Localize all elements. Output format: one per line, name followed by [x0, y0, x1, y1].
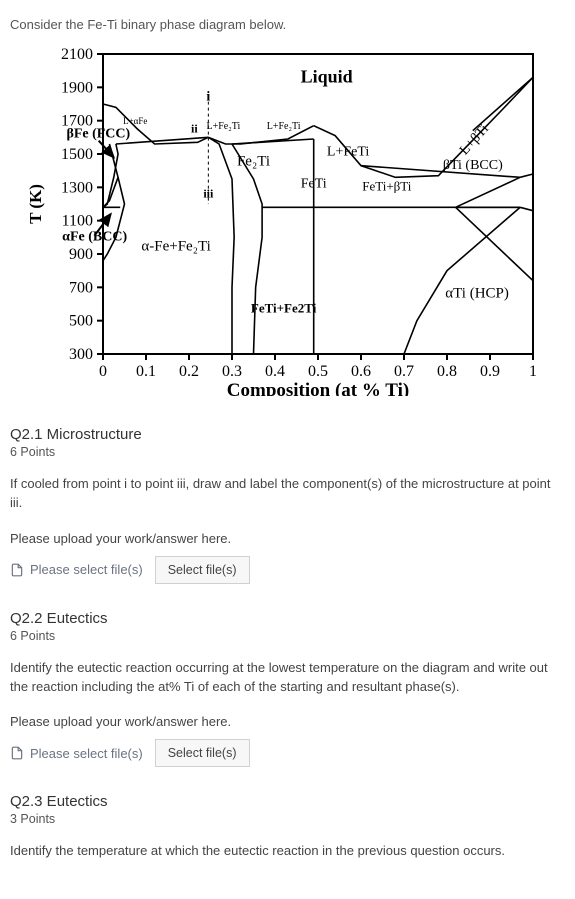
svg-text:1300: 1300	[61, 179, 93, 196]
page-container: Consider the Fe-Ti binary phase diagram …	[0, 0, 575, 899]
file-label: Please select file(s)	[10, 562, 143, 577]
question-body: Identify the eutectic reaction occurring…	[10, 659, 565, 697]
svg-text:iii: iii	[203, 186, 214, 200]
question-title: Q2.2 Eutectics	[10, 610, 565, 627]
svg-text:0.9: 0.9	[480, 363, 500, 380]
svg-text:1: 1	[529, 363, 537, 380]
svg-text:Liquid: Liquid	[300, 66, 352, 86]
svg-text:0.7: 0.7	[394, 363, 414, 380]
svg-text:α-Fe+Fe₂Ti: α-Fe+Fe₂Ti	[141, 239, 210, 255]
file-label-text: Please select file(s)	[30, 562, 143, 577]
svg-text:βFe (FCC): βFe (FCC)	[66, 126, 130, 141]
select-files-button[interactable]: Select file(s)	[155, 556, 250, 584]
svg-text:Composition (at % Ti): Composition (at % Ti)	[226, 380, 408, 396]
question-block: Q2.2 Eutectics 6 Points Identify the eutec…	[10, 610, 565, 768]
svg-text:2100: 2100	[61, 46, 93, 63]
svg-text:0.6: 0.6	[351, 363, 371, 380]
question-body: If cooled from point i to point iii, dra…	[10, 475, 565, 513]
svg-text:ii: ii	[191, 121, 198, 135]
svg-text:1900: 1900	[61, 79, 93, 96]
svg-text:0.8: 0.8	[437, 363, 457, 380]
svg-text:0.1: 0.1	[136, 363, 156, 380]
svg-text:700: 700	[69, 279, 93, 296]
svg-text:Fe₂Ti: Fe₂Ti	[236, 154, 269, 170]
upload-row: Please select file(s) Select file(s)	[10, 739, 565, 767]
question-title: Q2.3 Eutectics	[10, 793, 565, 810]
svg-text:900: 900	[69, 246, 93, 263]
svg-text:βTi (BCC): βTi (BCC)	[442, 158, 502, 173]
svg-text:αTi (HCP): αTi (HCP)	[445, 285, 509, 301]
svg-text:0: 0	[99, 363, 107, 380]
phase-diagram: 30050070090011001300150017001900210000.1…	[23, 36, 553, 396]
svg-text:L+Fe₂Ti: L+Fe₂Ti	[266, 121, 300, 132]
question-body: Identify the temperature at which the eu…	[10, 842, 565, 861]
svg-text:L+Fe₂Ti: L+Fe₂Ti	[206, 121, 240, 132]
svg-text:i: i	[206, 90, 210, 105]
svg-text:500: 500	[69, 313, 93, 330]
svg-text:αFe (BCC): αFe (BCC)	[62, 230, 127, 245]
svg-text:FeTi+βTi: FeTi+βTi	[362, 179, 412, 194]
svg-text:0.2: 0.2	[179, 363, 199, 380]
svg-text:T (K): T (K)	[26, 184, 45, 224]
question-points: 6 Points	[10, 445, 565, 459]
question-block: Q2.1 Microstructure 6 Points If cooled fro…	[10, 426, 565, 584]
svg-text:FeTi: FeTi	[300, 176, 326, 191]
svg-text:FeTi+Fe2Ti: FeTi+Fe2Ti	[250, 300, 316, 315]
questions-list: Q2.1 Microstructure 6 Points If cooled fro…	[10, 426, 565, 861]
select-files-button[interactable]: Select file(s)	[155, 739, 250, 767]
svg-text:300: 300	[69, 346, 93, 363]
svg-text:L+FeTi: L+FeTi	[326, 145, 369, 160]
question-block: Q2.3 Eutectics 3 Points Identify the tempe…	[10, 793, 565, 861]
phase-diagram-wrap: 30050070090011001300150017001900210000.1…	[10, 36, 565, 396]
question-points: 3 Points	[10, 812, 565, 826]
question-points: 6 Points	[10, 629, 565, 643]
svg-text:1100: 1100	[61, 213, 92, 230]
svg-text:0.3: 0.3	[222, 363, 242, 380]
intro-text: Consider the Fe-Ti binary phase diagram …	[10, 17, 565, 32]
svg-text:1500: 1500	[61, 146, 93, 163]
file-icon	[10, 563, 24, 577]
upload-prompt: Please upload your work/answer here.	[10, 714, 565, 729]
file-label: Please select file(s)	[10, 746, 143, 761]
svg-text:0.5: 0.5	[308, 363, 328, 380]
file-icon	[10, 746, 24, 760]
svg-text:0.4: 0.4	[265, 363, 285, 380]
file-label-text: Please select file(s)	[30, 746, 143, 761]
question-title: Q2.1 Microstructure	[10, 426, 565, 443]
upload-prompt: Please upload your work/answer here.	[10, 531, 565, 546]
upload-row: Please select file(s) Select file(s)	[10, 556, 565, 584]
svg-text:L+αFe: L+αFe	[123, 116, 147, 126]
